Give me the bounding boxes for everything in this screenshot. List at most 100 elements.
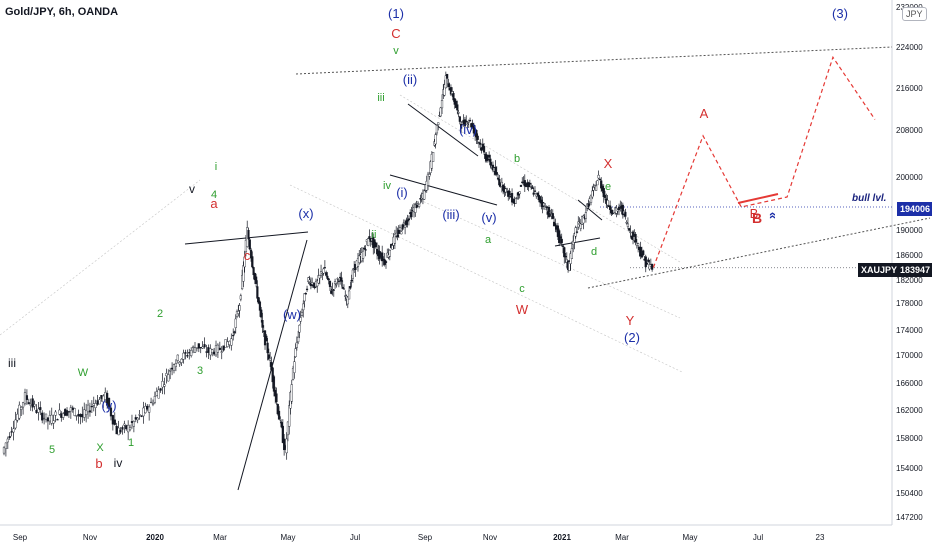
candle-body [280,422,283,428]
candle-body [415,204,418,209]
candle-body [272,376,276,392]
candle-body [527,182,530,188]
candle-body [616,209,619,212]
x-tick-label: May [280,533,295,542]
candle-body [432,152,435,162]
trendline [419,199,681,319]
wave-label: (ii) [403,72,417,87]
candle-body [188,352,191,354]
candle-body [639,246,642,257]
candle-body [322,268,325,274]
currency-badge[interactable]: JPY [902,7,927,21]
candle-body [132,421,135,427]
candle-body [35,409,38,413]
candle-body [130,421,134,423]
candle-body [182,352,185,360]
candle-body [410,211,413,218]
candle-body [169,370,172,372]
candle-body [299,317,302,322]
wave-label: (3) [832,6,848,21]
candle-body [211,349,214,354]
candle-body [178,362,181,365]
trendline-solid [237,239,308,491]
candle-body [241,275,244,289]
candle-body [85,410,88,415]
candle-body [551,213,554,219]
candle-body [234,318,237,328]
candle-body [119,429,122,433]
candle-body [269,358,272,361]
wave-label: ii [372,229,377,241]
candle-body [570,248,574,259]
candle-body [218,347,221,350]
y-tick-label: 178000 [896,299,923,308]
candle-body [20,407,23,410]
candle-body [400,231,403,235]
candle-body [626,223,630,227]
candle-body [117,427,120,436]
wave-label: 3 [197,365,203,377]
candle-body [174,363,177,367]
candle-body [476,135,479,140]
candle-body [60,413,63,418]
candle-body [303,293,306,302]
candle-body [121,427,124,430]
candle-body [151,403,155,405]
candle-body [252,267,255,276]
candle-body [230,338,233,346]
candle-body [393,234,397,244]
candle-body [610,209,613,214]
wave-label: (i) [396,185,408,200]
candle-body [58,409,61,415]
candle-body [186,355,189,357]
candle-body [536,192,539,196]
candle-body [458,116,461,122]
candle-body [573,233,576,243]
candle-body [86,404,90,413]
candle-body [247,230,250,240]
candle-body [545,206,548,209]
candle-body [446,73,449,79]
y-tick-label: 182000 [896,276,923,285]
chart-title: Gold/JPY, 6h, OANDA [5,6,119,18]
candle-body [41,412,44,421]
candle-body [144,406,147,414]
candle-body [90,406,93,408]
candle-body [335,284,338,286]
candle-body [559,236,562,239]
candle-body [340,277,343,282]
candle-body [401,224,404,230]
candle-body [199,347,202,349]
candle-body [235,311,239,318]
candle-body [591,190,594,198]
candle-body [508,190,511,195]
candle-body [568,261,571,271]
candle-body [457,112,460,114]
candle-body [560,238,563,244]
wave-label: v [189,182,195,196]
candle-body [351,269,354,279]
wave-label: Y [626,313,635,328]
y-tick-label: 200000 [896,173,923,182]
candle-body [161,381,164,388]
candle-body [238,305,241,311]
candle-body [489,158,492,166]
candle-body [285,438,288,454]
wave-label: (iv) [459,122,477,137]
candle-body [92,403,95,406]
candle-body [584,212,588,219]
candle-body [642,250,645,256]
candle-body [498,178,501,186]
wave-label: d [591,246,597,258]
candle-body [165,373,168,377]
y-tick-label: 170000 [896,351,923,360]
candle-body [531,186,534,189]
candle-body [69,407,72,412]
candle-body [286,421,290,436]
candle-body [134,417,137,420]
candle-body [321,273,324,275]
candle-body [302,303,305,311]
wave-label: b [95,456,102,471]
